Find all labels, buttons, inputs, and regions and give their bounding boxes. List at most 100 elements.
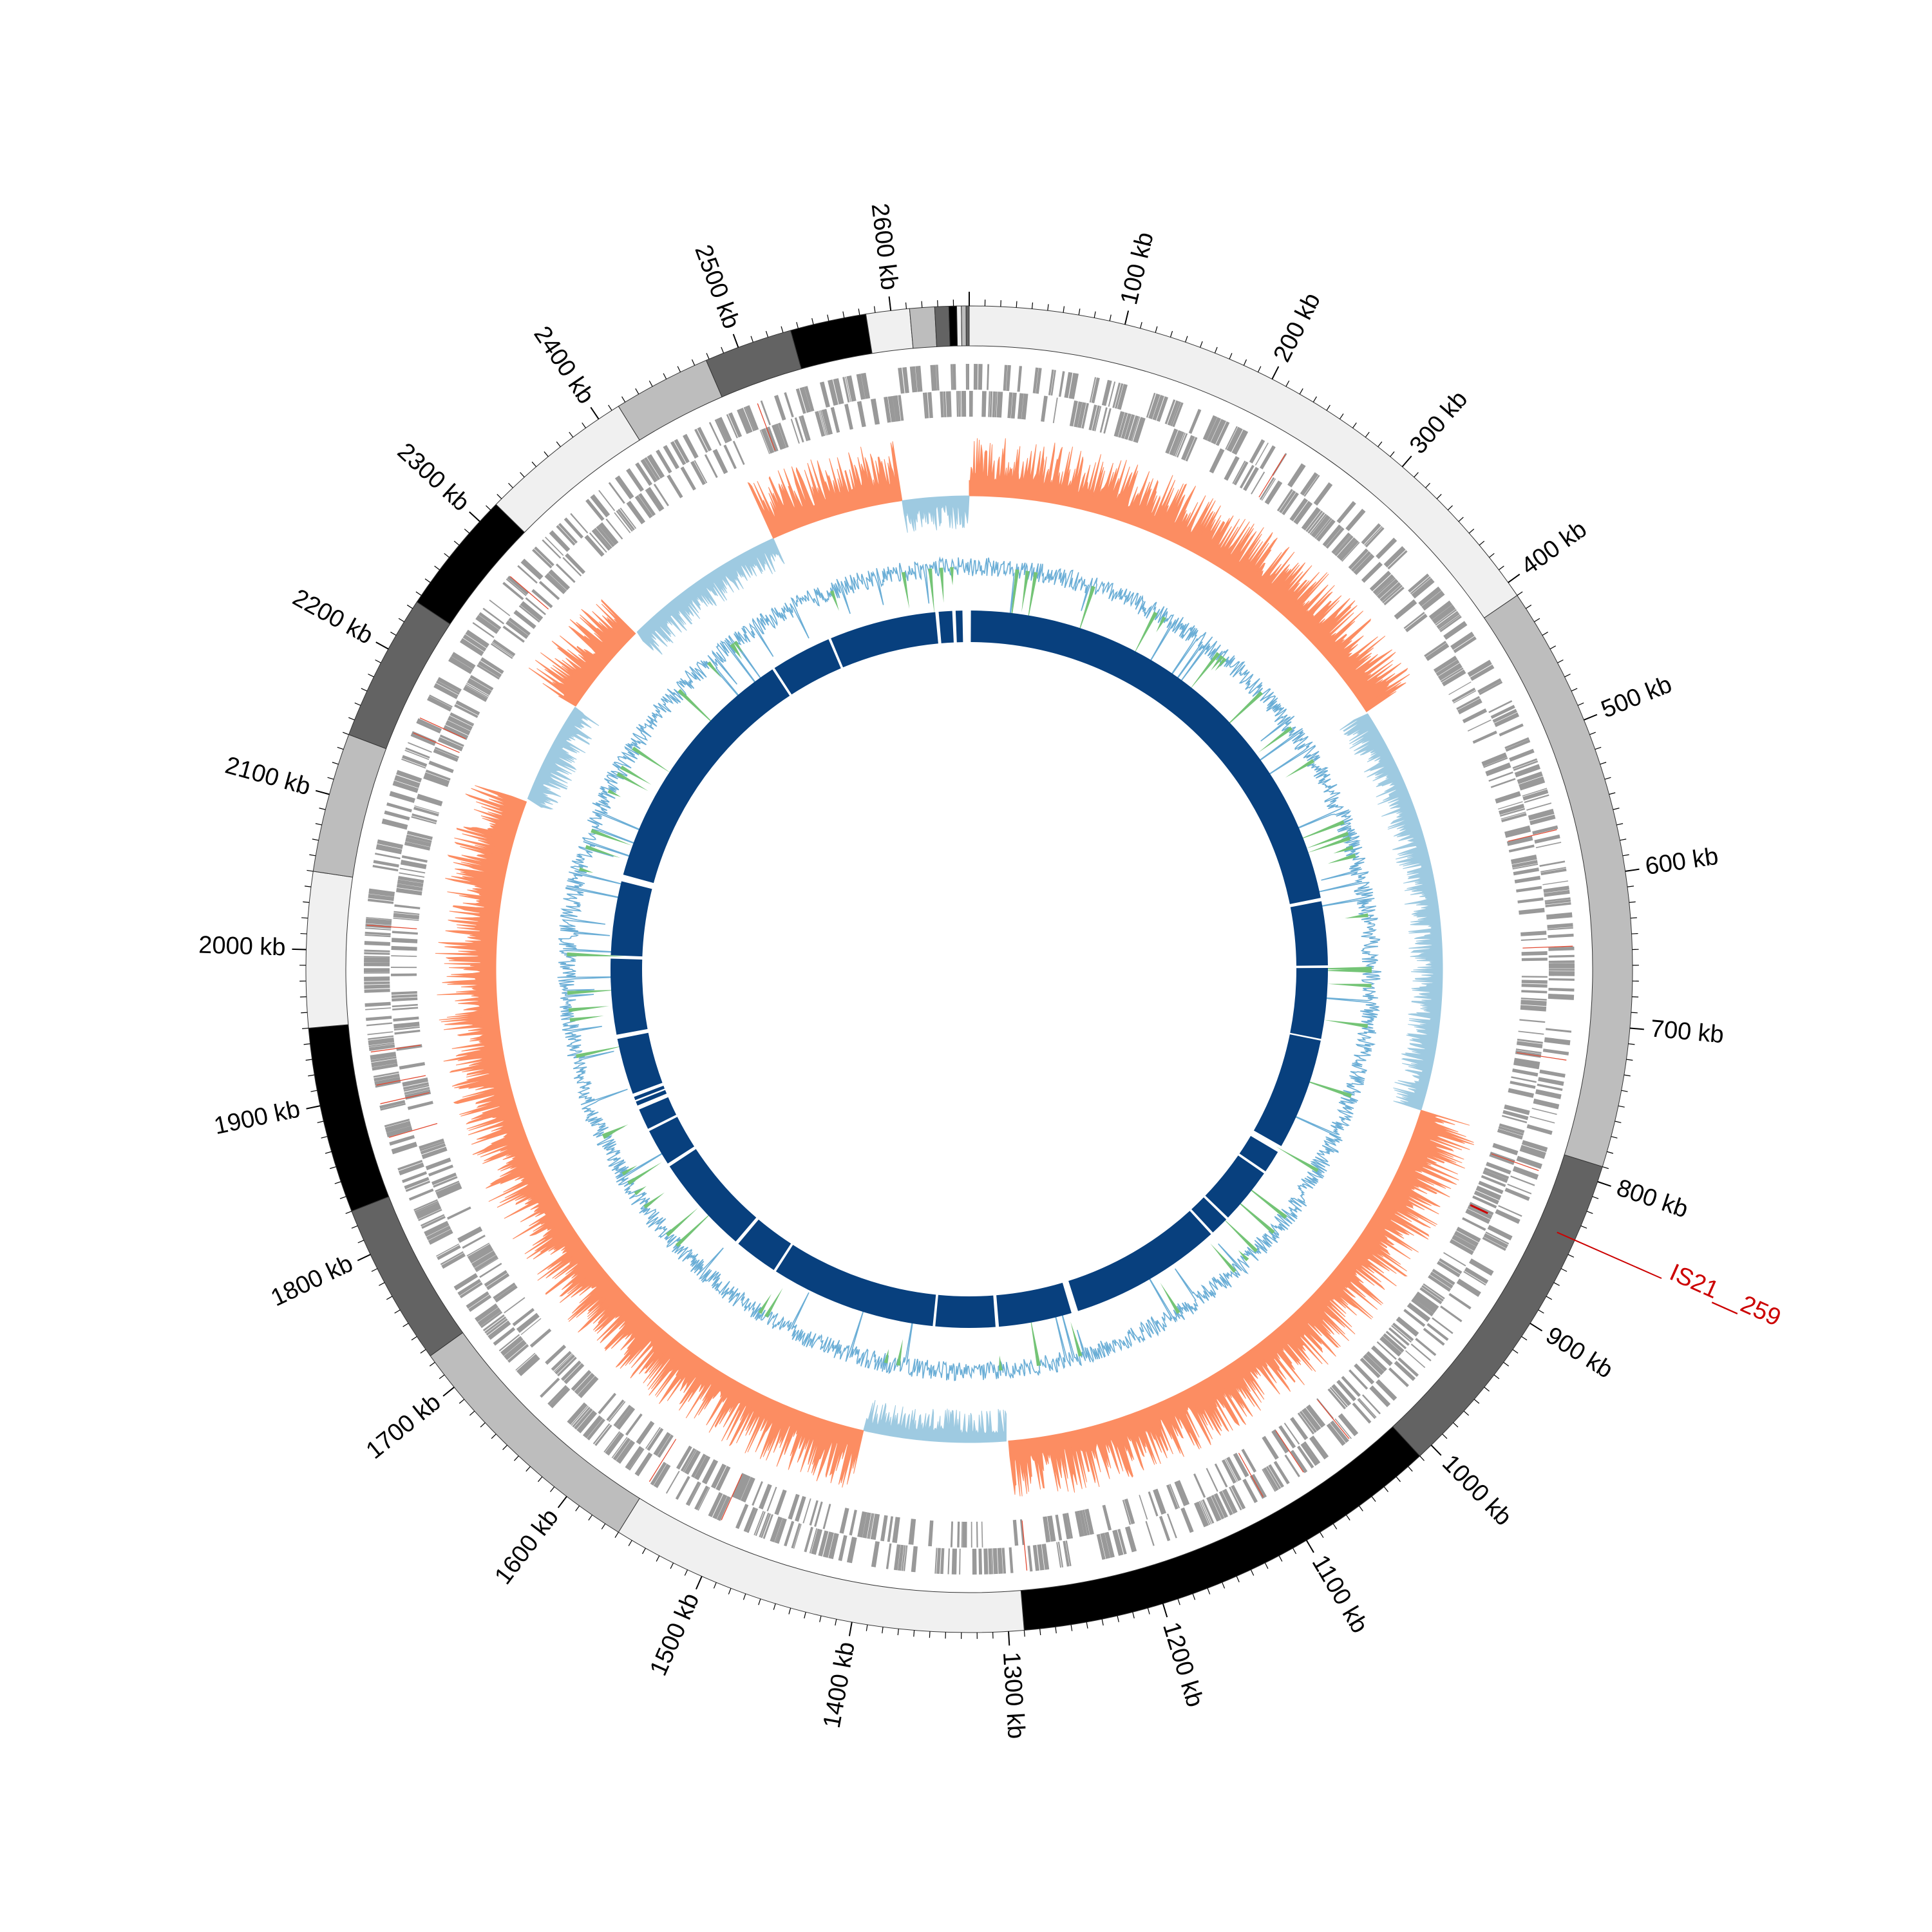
minor-tick (588, 1515, 593, 1520)
minor-tick (1512, 1349, 1519, 1354)
collinear-block (955, 611, 963, 643)
minor-tick (1436, 494, 1442, 499)
minor-tick (1200, 341, 1203, 348)
gc-content-peak (939, 567, 944, 603)
minor-tick (1278, 1555, 1283, 1562)
gc-content-peak (730, 643, 741, 656)
minor-tick (1155, 326, 1158, 333)
minor-tick (398, 618, 404, 623)
collinear-block (1253, 1034, 1321, 1146)
minor-tick (1542, 631, 1548, 636)
minor-tick (582, 422, 586, 428)
minor-tick (1264, 1562, 1269, 1569)
gene-feature-highlight (1508, 829, 1557, 842)
minor-tick (1627, 886, 1634, 887)
minor-tick (608, 404, 612, 411)
gc-content-peak (620, 765, 652, 785)
gc-content-peak (621, 1165, 638, 1176)
gc-content-peak (1215, 657, 1227, 671)
minor-tick (1222, 1582, 1226, 1589)
minor-tick (628, 1540, 632, 1546)
tick-label: 300 kb (1405, 386, 1473, 459)
minor-tick (550, 1486, 555, 1492)
collinear-block (775, 1244, 936, 1327)
minor-tick (406, 604, 413, 609)
minor-tick (677, 366, 681, 373)
tick-label: 1100 kb (1307, 1551, 1373, 1638)
gc-content-peak (1156, 616, 1166, 632)
minor-tick (1023, 1630, 1025, 1637)
gc-content-peak (1329, 853, 1356, 864)
gene-feature-highlight (413, 732, 460, 753)
major-tick (1597, 1180, 1611, 1187)
gc-content-peak (1345, 913, 1368, 918)
gene-feature-highlight (649, 1439, 677, 1482)
gc-content-peak (567, 952, 626, 957)
minor-tick (371, 1268, 378, 1272)
minor-tick (319, 808, 326, 810)
gc-skew-segment (636, 538, 785, 655)
gc-content-peak (591, 829, 632, 846)
minor-tick (1564, 674, 1571, 677)
gene-feature-highlight (721, 1474, 743, 1520)
minor-tick (394, 1309, 401, 1314)
minor-tick (337, 746, 344, 750)
gc-content-peak (677, 688, 721, 731)
minor-tick (1312, 396, 1317, 402)
tick-label: 700 kb (1649, 1015, 1725, 1048)
annotation-label: IS21__259 (1665, 1259, 1785, 1332)
collinear-block (971, 611, 1321, 904)
minor-tick (368, 674, 374, 677)
minor-tick (497, 494, 502, 499)
collinear-block (1290, 968, 1329, 1039)
gc-skew-segment (1008, 1110, 1475, 1497)
contig-segment (948, 305, 958, 346)
minor-tick (480, 1422, 486, 1428)
minor-tick (1538, 1309, 1544, 1314)
gc-content-peak (1211, 655, 1224, 670)
minor-tick (728, 1588, 732, 1595)
minor-tick (1602, 1166, 1609, 1170)
minor-tick (1016, 301, 1018, 308)
tick-label: 2500 kb (689, 242, 744, 332)
minor-tick (684, 1569, 688, 1576)
minor-tick (1140, 322, 1142, 328)
minor-tick (1390, 451, 1395, 457)
minor-tick (537, 1476, 543, 1482)
gc-content-peak (706, 661, 722, 678)
minor-tick (1243, 359, 1247, 366)
minor-tick (390, 631, 397, 636)
minor-tick (1147, 1607, 1150, 1615)
major-tick (469, 511, 480, 522)
collinear-block (1239, 1135, 1278, 1171)
minor-tick (343, 732, 349, 735)
minor-tick (614, 1531, 619, 1539)
minor-tick (905, 302, 907, 309)
minor-tick (310, 1090, 317, 1092)
minor-tick (1070, 1624, 1073, 1631)
gc-content-peak (949, 567, 954, 586)
minor-tick (351, 1225, 358, 1229)
gc-content-peak (1070, 1321, 1083, 1357)
tick-label: 2200 kb (288, 584, 377, 650)
minor-tick (1383, 1486, 1388, 1492)
major-tick (1508, 573, 1520, 583)
minor-tick (1468, 528, 1475, 534)
gc-content-peak (764, 1288, 783, 1318)
minor-tick (307, 869, 314, 872)
gc-content-peak (1210, 1243, 1236, 1273)
minor-tick (1499, 565, 1504, 571)
minor-tick (788, 1607, 791, 1615)
gene-feature-highlight (419, 717, 466, 739)
minor-tick (329, 1166, 336, 1170)
gc-content-peak (1029, 1314, 1041, 1367)
minor-tick (1613, 808, 1620, 810)
gene-feature-highlight (1275, 1430, 1304, 1473)
minor-tick (1339, 413, 1344, 420)
gc-content-peak (1293, 820, 1345, 842)
gene-feature-highlight (1317, 1399, 1350, 1439)
tick-label: 1500 kb (645, 1589, 705, 1680)
gc-content-peak (884, 1349, 889, 1364)
collinear-block (617, 1032, 663, 1094)
